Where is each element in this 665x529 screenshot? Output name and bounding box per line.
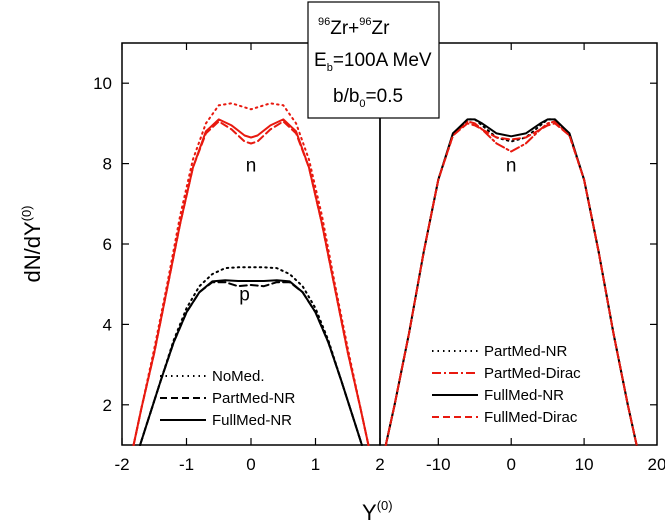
x-tick-label: -1 — [179, 455, 194, 474]
x-tick-label: 20 — [648, 455, 665, 474]
y-axis-title: dN/dY(0) — [19, 205, 45, 282]
legend-layer: NoMed. PartMed-NR FullMed-NR PartMed-NR Part… — [160, 343, 581, 429]
info-line-2: Eb=100A MeV — [314, 50, 432, 74]
panel-labels-layer: n p n — [239, 156, 516, 306]
legend-label: FullMed-Dirac — [484, 409, 578, 426]
legend-label: PartMed-Dirac — [484, 365, 581, 382]
x-tick-label: -10 — [426, 455, 451, 474]
legend-label: FullMed-NR — [212, 412, 292, 429]
x-tick-label: 10 — [575, 455, 594, 474]
info-line-1: 96Zr+96Zr — [318, 16, 390, 39]
x-tick-label: 2 — [375, 455, 384, 474]
x-tick-label: 0 — [506, 455, 515, 474]
x-tick-label: -2 — [114, 455, 129, 474]
panel-label-n: n — [506, 156, 517, 177]
y-tick-label: 2 — [103, 396, 112, 415]
y-tick-label: 6 — [103, 235, 112, 254]
y-tick-label: 8 — [103, 155, 112, 174]
y-tick-label: 10 — [93, 74, 112, 93]
legend-label: PartMed-NR — [484, 343, 568, 360]
legend-label: FullMed-NR — [484, 387, 564, 404]
panel-label-p: p — [239, 284, 250, 305]
series-line-n-dotted — [132, 102, 370, 446]
legend-label: PartMed-NR — [212, 390, 296, 407]
series-line-n-solid — [132, 118, 370, 446]
info-box — [307, 1, 440, 119]
info-line-3: b/b0=0.5 — [333, 86, 403, 110]
x-tick-label: 0 — [246, 455, 255, 474]
series-layer — [132, 102, 638, 446]
y-tick-label: 4 — [103, 315, 112, 334]
x-tick-label: 1 — [311, 455, 320, 474]
legend-label: NoMed. — [212, 368, 265, 385]
series-line-FullMed-Dirac-dashed — [384, 122, 638, 446]
x-axis-title: Y(0) — [362, 498, 393, 525]
panel-label-n: n — [246, 156, 257, 177]
series-line-p-solid — [139, 279, 363, 446]
